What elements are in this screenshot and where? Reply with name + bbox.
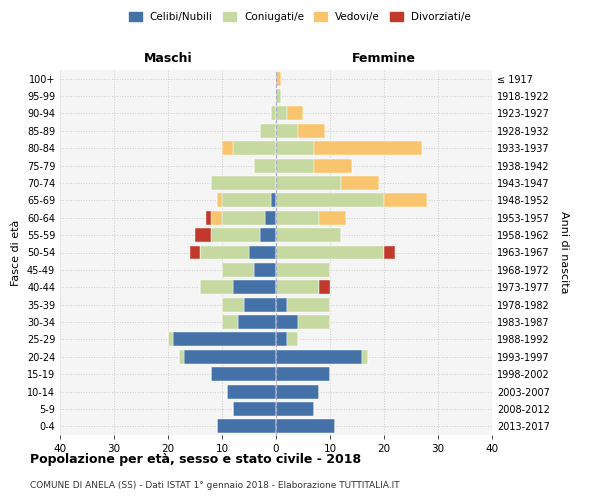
Bar (287, 332, 298, 346)
Bar (298, 124, 325, 138)
Bar (249, 246, 276, 260)
Text: Femmine: Femmine (352, 52, 416, 65)
Bar (211, 176, 276, 190)
Bar (276, 228, 341, 242)
Bar (271, 106, 276, 120)
Bar (319, 211, 346, 224)
Bar (244, 298, 276, 312)
Bar (314, 158, 352, 172)
Bar (168, 332, 173, 346)
Bar (276, 420, 335, 434)
Bar (173, 332, 276, 346)
Bar (314, 142, 422, 155)
Bar (319, 280, 330, 294)
Bar (276, 106, 287, 120)
Bar (276, 350, 362, 364)
Bar (206, 211, 211, 224)
Bar (217, 420, 276, 434)
Y-axis label: Anni di nascita: Anni di nascita (559, 211, 569, 294)
Bar (222, 194, 271, 207)
Bar (222, 298, 244, 312)
Bar (211, 367, 276, 381)
Bar (200, 280, 233, 294)
Bar (222, 211, 265, 224)
Bar (276, 211, 319, 224)
Text: Maschi: Maschi (143, 52, 193, 65)
Bar (276, 263, 330, 277)
Bar (276, 315, 298, 329)
Bar (384, 246, 395, 260)
Bar (276, 402, 314, 416)
Bar (276, 194, 384, 207)
Bar (276, 176, 341, 190)
Bar (276, 280, 319, 294)
Bar (276, 384, 319, 398)
Bar (276, 89, 281, 103)
Bar (341, 176, 379, 190)
Bar (276, 298, 287, 312)
Bar (233, 402, 276, 416)
Bar (238, 315, 276, 329)
Y-axis label: Fasce di età: Fasce di età (11, 220, 21, 286)
Bar (184, 350, 276, 364)
Bar (222, 315, 238, 329)
Bar (276, 72, 281, 86)
Bar (254, 158, 276, 172)
Bar (260, 124, 276, 138)
Bar (384, 194, 427, 207)
Bar (233, 142, 276, 155)
Text: COMUNE DI ANELA (SS) - Dati ISTAT 1° gennaio 2018 - Elaborazione TUTTITALIA.IT: COMUNE DI ANELA (SS) - Dati ISTAT 1° gen… (30, 480, 400, 490)
Bar (179, 350, 184, 364)
Bar (217, 194, 222, 207)
Bar (276, 124, 298, 138)
Bar (211, 211, 222, 224)
Bar (298, 315, 330, 329)
Bar (200, 246, 249, 260)
Bar (276, 367, 330, 381)
Bar (222, 263, 254, 277)
Bar (362, 350, 368, 364)
Bar (233, 280, 276, 294)
Bar (265, 211, 276, 224)
Bar (276, 158, 314, 172)
Bar (287, 298, 330, 312)
Bar (271, 194, 276, 207)
Bar (227, 384, 276, 398)
Text: Popolazione per età, sesso e stato civile - 2018: Popolazione per età, sesso e stato civil… (30, 452, 361, 466)
Bar (195, 228, 211, 242)
Bar (190, 246, 200, 260)
Bar (260, 228, 276, 242)
Bar (276, 246, 384, 260)
Bar (287, 106, 303, 120)
Bar (276, 142, 314, 155)
Bar (211, 228, 260, 242)
Bar (222, 142, 233, 155)
Bar (276, 332, 287, 346)
Legend: Celibi/Nubili, Coniugati/e, Vedovi/e, Divorziati/e: Celibi/Nubili, Coniugati/e, Vedovi/e, Di… (125, 8, 475, 26)
Bar (254, 263, 276, 277)
